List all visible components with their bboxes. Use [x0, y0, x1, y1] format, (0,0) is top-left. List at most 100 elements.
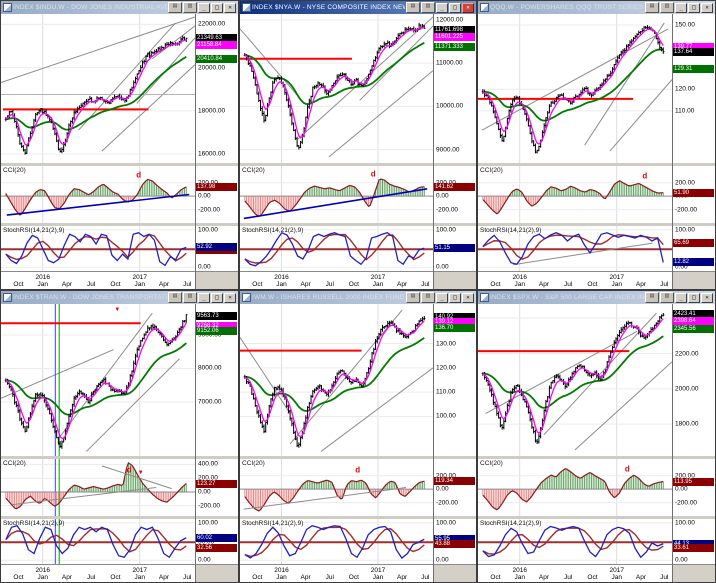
stochrsi-chart: [240, 226, 433, 271]
time-tick-label: Jan: [611, 574, 622, 581]
maximize-button[interactable]: □: [449, 2, 461, 13]
window-titlebar[interactable]: INDEX $SPX.W - S&P 500 LARGE CAP INDEX I…: [478, 291, 715, 304]
time-tick-label: Jul: [87, 574, 96, 581]
price-pane[interactable]: [1, 14, 195, 163]
stochrsi-chart: [478, 519, 672, 564]
time-tick-label: Jan: [276, 281, 287, 288]
maximize-button[interactable]: □: [688, 2, 700, 13]
close-button[interactable]: ✕: [462, 2, 474, 13]
window-titlebar[interactable]: INDEX $INDU.W - DOW JONES INDUSTRIAL AVE…: [1, 1, 238, 14]
axis-value-badge: 137.98: [196, 182, 237, 191]
cci-pane[interactable]: CCI(20) d: [240, 163, 433, 223]
window-title: INDEX $NYA.W - NYSE COMPOSITE INDEX NEW: [252, 4, 405, 11]
cci-pane[interactable]: CCI(20) d: [1, 163, 195, 223]
axis-tick-label: 8000.00: [198, 364, 222, 372]
axis-value-badge: 11601.225: [434, 33, 475, 42]
axis-value-badge: 20410.84: [196, 54, 237, 63]
stochrsi-pane[interactable]: StochRSI(14,21(2),9): [240, 516, 433, 564]
price-pane[interactable]: [240, 14, 433, 163]
stochrsi-pane[interactable]: StochRSI(14,21(2),9): [478, 223, 672, 271]
window-body: CCI(20) d StochRSI(14,21(2),9) Oct Jan 201…: [478, 14, 715, 289]
price-pane[interactable]: [478, 14, 672, 163]
axis-value-badge: 136.70: [434, 323, 475, 332]
price-chart: [240, 304, 433, 456]
minimize-button[interactable]: _: [198, 292, 210, 303]
minimize-button[interactable]: _: [675, 2, 687, 13]
price-chart: [1, 304, 195, 456]
titlebar-tool-button-1[interactable]: ▤: [645, 2, 659, 13]
time-tick-label: Jul: [87, 281, 96, 288]
titlebar-tool-button-1[interactable]: ▤: [645, 292, 659, 303]
window-titlebar[interactable]: IWM.W - ISHARES RUSSELL 2000 INDEX FUND …: [240, 291, 476, 304]
price-axis: 9000.00 8000.00 7000.00 9563.739268.329152.…: [196, 304, 238, 456]
titlebar-tool-button-2[interactable]: ▥: [660, 292, 674, 303]
cci-label: CCI(20): [3, 167, 26, 174]
axis-tick-label: 0.00: [436, 263, 449, 271]
window-chart-icon: [480, 3, 489, 12]
stochrsi-pane[interactable]: StochRSI(14,21(2),9): [478, 516, 672, 564]
time-tick-label: Jan: [37, 574, 48, 581]
close-button[interactable]: ✕: [224, 292, 236, 303]
maximize-button[interactable]: □: [211, 292, 223, 303]
cci-pane[interactable]: CCI(20) d ▼: [1, 456, 195, 516]
minimize-button[interactable]: _: [436, 2, 448, 13]
maximize-button[interactable]: □: [688, 292, 700, 303]
titlebar-tool-button-1[interactable]: ▤: [168, 292, 182, 303]
axis-tick-label: 100.00: [198, 226, 218, 234]
time-tick-label: Jul: [564, 574, 573, 581]
cci-axis: 200.00 0.00 -200.00 113.95: [673, 456, 715, 516]
close-button[interactable]: ✕: [701, 2, 713, 13]
axis-value-badge: 139.77: [673, 42, 714, 51]
window-body: CCI(20) d StochRSI(14,21(2),9) Oct Jan 201…: [240, 14, 476, 289]
stochrsi-axis: 100.00 0.00 51.15: [434, 223, 476, 271]
titlebar-tool-button-2[interactable]: ▥: [660, 2, 674, 13]
stochrsi-pane[interactable]: StochRSI(14,21(2),9): [1, 516, 195, 564]
minimize-button[interactable]: _: [436, 292, 448, 303]
time-tick-label: Jan: [611, 281, 622, 288]
down-arrow-marker: ▼: [114, 307, 121, 314]
axis-corner: [196, 271, 238, 289]
axis-tick-label: -200.00: [436, 499, 459, 507]
titlebar-tool-button-1[interactable]: ▤: [406, 292, 420, 303]
price-pane[interactable]: [478, 304, 672, 456]
close-button[interactable]: ✕: [462, 292, 474, 303]
titlebar-tool-button-2[interactable]: ▥: [421, 292, 435, 303]
window-titlebar[interactable]: INDEX $TRAN.W - DOW JONES TRANSPORTATION…: [1, 291, 238, 304]
minimize-button[interactable]: _: [675, 292, 687, 303]
axis-tick-label: 400.00: [198, 460, 218, 468]
cci-pane[interactable]: CCI(20) d: [478, 163, 672, 223]
maximize-button[interactable]: □: [211, 2, 223, 13]
stochrsi-pane[interactable]: StochRSI(14,21(2),9): [1, 223, 195, 271]
titlebar-tool-button-1[interactable]: ▤: [406, 2, 420, 13]
window-titlebar[interactable]: QQQ.W - POWERSHARES QQQ TRUST SERIES 1 N…: [478, 1, 715, 14]
time-tick-label: Apr: [300, 574, 311, 581]
close-button[interactable]: ✕: [701, 292, 713, 303]
axis-tick-label: 9000.00: [198, 331, 222, 339]
axis-tick-label: 18000.00: [198, 107, 226, 115]
minimize-button[interactable]: _: [198, 2, 210, 13]
cci-pane[interactable]: CCI(20) d: [478, 456, 672, 516]
year-tick-label: 2016: [512, 274, 527, 281]
axis-tick-label: -200.00: [675, 206, 698, 214]
titlebar-tool-button-1[interactable]: ▤: [168, 2, 182, 13]
time-axis: Oct Jan 2016 Apr Jul Oct Jan 2017 Apr Jul: [240, 564, 433, 582]
close-button[interactable]: ✕: [224, 2, 236, 13]
window-title: INDEX $TRAN.W - DOW JONES TRANSPORTATION…: [13, 294, 167, 301]
cci-pane[interactable]: CCI(20) d: [240, 456, 433, 516]
axis-value-badge: 119.34: [434, 477, 475, 486]
axis-value-badge: 32.56: [196, 544, 237, 553]
window-titlebar[interactable]: INDEX $NYA.W - NYSE COMPOSITE INDEX NEW …: [240, 1, 476, 14]
cci-chart: [1, 459, 195, 516]
titlebar-tool-button-2[interactable]: ▥: [421, 2, 435, 13]
titlebar-tool-button-2[interactable]: ▥: [183, 2, 197, 13]
axis-tick-label: 0.00: [675, 485, 688, 493]
time-tick-label: Apr: [61, 574, 73, 581]
cci-chart: [240, 166, 433, 223]
axis-tick-label: 110.00: [436, 388, 456, 396]
price-pane[interactable]: [240, 304, 433, 456]
stochrsi-pane[interactable]: StochRSI(14,21(2),9): [240, 223, 433, 271]
titlebar-tool-button-2[interactable]: ▥: [183, 292, 197, 303]
price-pane[interactable]: ▼: [1, 304, 195, 456]
window-chart-icon: [242, 3, 251, 12]
maximize-button[interactable]: □: [449, 292, 461, 303]
